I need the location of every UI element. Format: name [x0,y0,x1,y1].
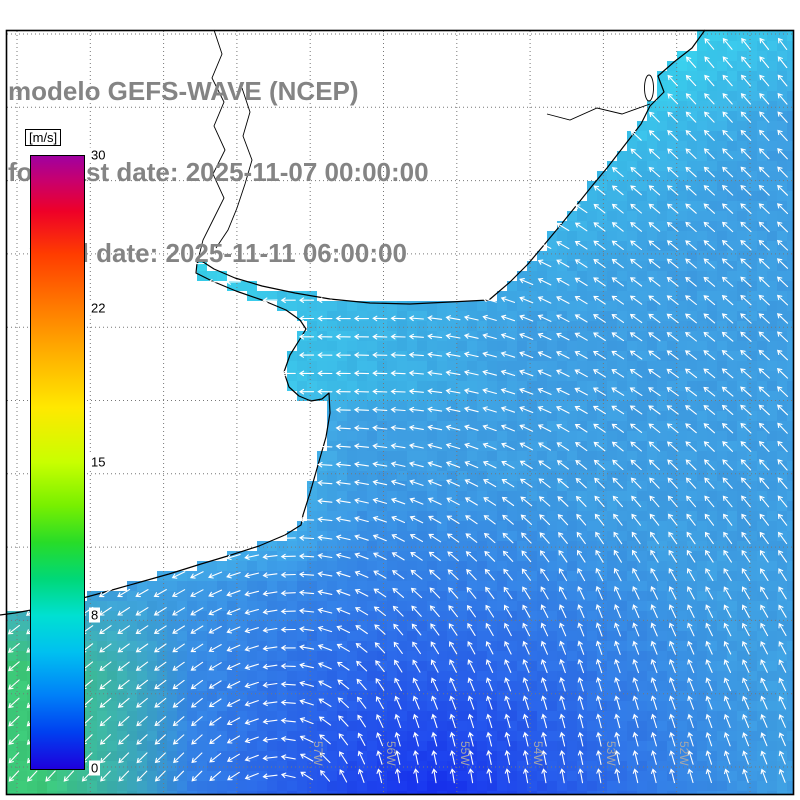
longitude-labels: 57W 56W 55W 54W 53W 52W [311,741,691,766]
coastal-lagoon [644,74,654,102]
map-frame [5,29,795,796]
rivers-and-borders [198,29,654,257]
longitude-label: 56W [384,741,398,766]
wave-direction-arrows [7,37,789,784]
forecast-date: forecast date: 2025-11-07 00:00:00 [8,157,429,187]
longitude-label: 54W [531,741,545,766]
model-name: modelo GEFS-WAVE (NCEP) [8,76,359,106]
coastline [0,29,706,616]
title-block: modelo GEFS-WAVE (NCEP) forecast date: 2… [8,24,429,321]
valid-date: valid date: 2025-11-11 06:00:00 [8,238,407,268]
longitude-label: 55W [458,741,472,766]
graticule-grid [7,31,793,794]
river-border-line [546,103,651,121]
longitude-label: 53W [604,741,618,766]
river-border-line [198,29,226,257]
longitude-label: 52W [677,741,691,766]
longitude-label: 57W [311,741,325,766]
river-border-line [215,87,253,249]
